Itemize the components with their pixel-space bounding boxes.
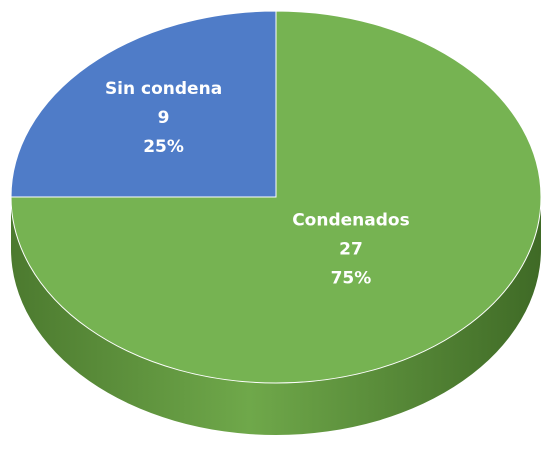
- slice-side: [11, 197, 541, 435]
- percentage-label: 25%: [143, 137, 184, 157]
- value-label: 9: [158, 108, 170, 128]
- value-label: 27: [339, 240, 363, 260]
- slice-label: Condenados: [292, 211, 410, 231]
- slice-label: Sin condena: [105, 79, 222, 99]
- percentage-label: 75%: [331, 269, 372, 289]
- slice: [10, 10, 541, 384]
- slice: [10, 10, 277, 198]
